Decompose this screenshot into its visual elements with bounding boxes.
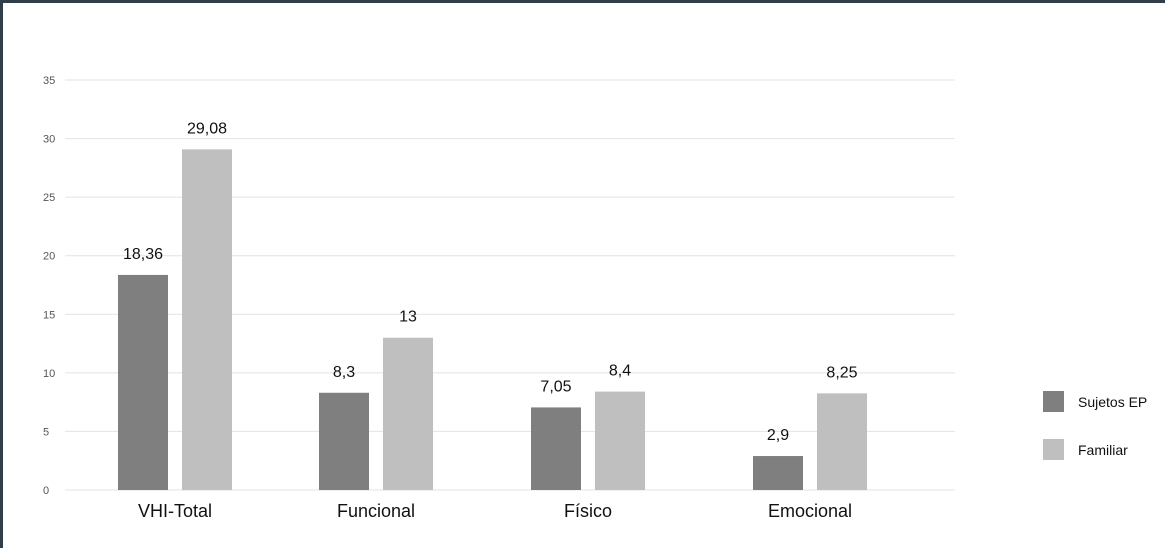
bar (118, 274, 168, 490)
category-label: VHI-Total (138, 501, 212, 521)
y-tick-label: 5 (43, 426, 49, 438)
legend: Sujetos EP Familiar (1043, 391, 1147, 460)
y-tick-label: 0 (43, 485, 49, 497)
bar (531, 407, 581, 490)
x-axis-categories: VHI-Total Funcional Físico Emocional (138, 501, 852, 521)
legend-label: Sujetos EP (1078, 394, 1147, 410)
category-label: Funcional (337, 501, 415, 521)
legend-swatch (1043, 391, 1064, 412)
data-label: 8,4 (609, 363, 631, 380)
bar (383, 337, 433, 490)
bar (319, 392, 369, 490)
legend-label: Familiar (1078, 442, 1128, 458)
y-tick-label: 20 (43, 251, 55, 263)
data-label: 18,36 (123, 246, 163, 263)
y-tick-label: 15 (43, 309, 55, 321)
data-label: 13 (399, 309, 417, 326)
data-label: 2,9 (767, 427, 789, 444)
category-label: Físico (564, 501, 612, 521)
bar (182, 149, 232, 490)
data-label: 29,08 (187, 120, 227, 137)
category-label: Emocional (768, 501, 852, 521)
y-tick-label: 35 (43, 75, 55, 87)
bars (118, 149, 867, 490)
bar (817, 393, 867, 490)
bar (753, 456, 803, 490)
data-label: 8,25 (826, 364, 857, 381)
data-label: 8,3 (333, 364, 355, 381)
y-tick-label: 10 (43, 368, 55, 380)
legend-swatch (1043, 439, 1064, 460)
y-axis-ticks: 0 5 10 15 20 25 30 35 (43, 75, 55, 497)
bar (595, 391, 645, 490)
y-tick-label: 25 (43, 192, 55, 204)
data-labels: 18,36 8,3 7,05 2,9 29,08 13 8,4 8,25 (123, 120, 858, 444)
data-label: 7,05 (540, 378, 571, 395)
bar-chart: 0 5 10 15 20 25 30 35 18,36 8,3 7,05 2,9 29,08 13 8,4… (43, 75, 1147, 521)
y-tick-label: 30 (43, 134, 55, 146)
